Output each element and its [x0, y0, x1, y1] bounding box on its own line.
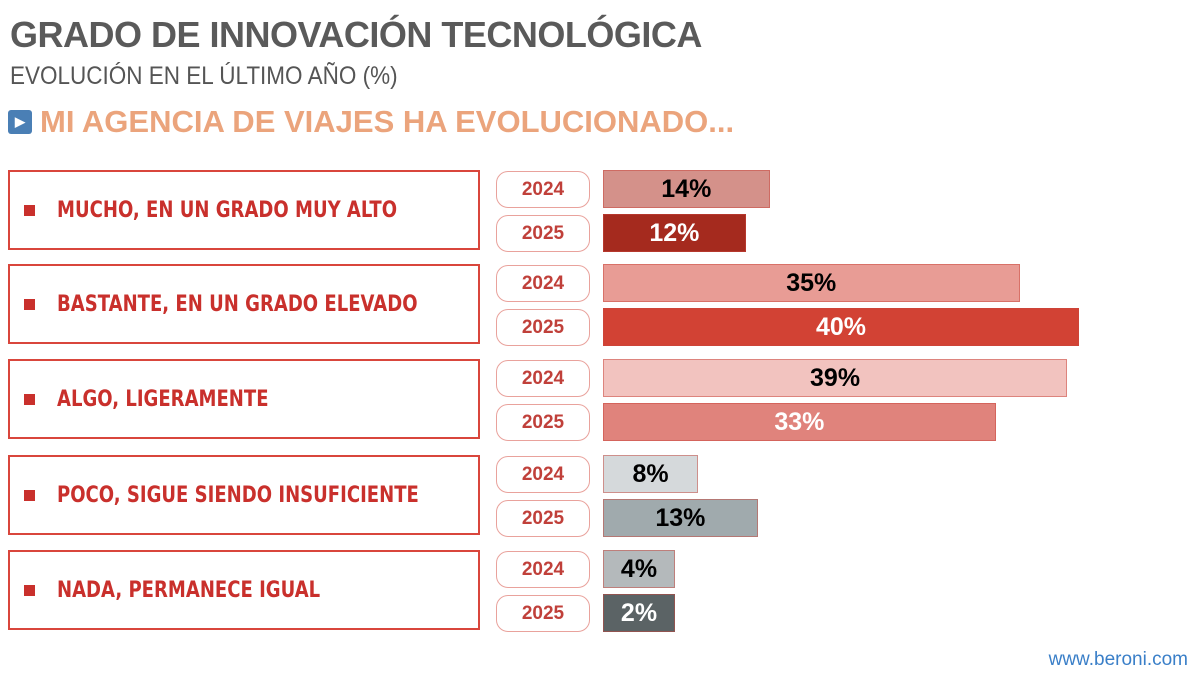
- year-label: 2024: [496, 360, 590, 397]
- category-label: POCO, SIGUE SIENDO INSUFICIENTE: [8, 455, 480, 535]
- data-label: 12%: [649, 218, 700, 247]
- play-icon: ▶: [8, 110, 32, 134]
- bullet-icon: [24, 204, 35, 216]
- category-label: MUCHO, EN UN GRADO MUY ALTO: [8, 170, 480, 250]
- year-label: 2025: [496, 404, 590, 441]
- year-label: 2025: [496, 500, 590, 537]
- bar-2025: 12%: [603, 214, 746, 252]
- data-label: 14%: [661, 174, 712, 203]
- category-text: POCO, SIGUE SIENDO INSUFICIENTE: [57, 482, 419, 508]
- bullet-icon: [24, 584, 35, 596]
- data-label: 33%: [774, 407, 825, 436]
- category-text: NADA, PERMANECE IGUAL: [57, 577, 321, 603]
- category-label: ALGO, LIGERAMENTE: [8, 359, 480, 439]
- category-text: ALGO, LIGERAMENTE: [57, 386, 269, 412]
- data-label: 40%: [815, 312, 867, 341]
- bar-2024: 4%: [603, 550, 675, 588]
- category-label: BASTANTE, EN UN GRADO ELEVADO: [8, 264, 480, 344]
- chart-subtitle: EVOLUCIÓN EN EL ÚLTIMO AÑO (%): [10, 62, 398, 90]
- year-label: 2024: [496, 551, 590, 588]
- footer-url[interactable]: www.beroni.com: [1048, 649, 1188, 670]
- year-label: 2025: [496, 309, 590, 346]
- year-label: 2024: [496, 171, 590, 208]
- bar-2024: 8%: [603, 455, 699, 493]
- bar-2025: 13%: [603, 499, 758, 537]
- bullet-icon: [24, 489, 35, 501]
- bar-2025: 40%: [603, 308, 1079, 346]
- year-label: 2024: [496, 265, 590, 302]
- question: ▶ MI AGENCIA DE VIAJES HA EVOLUCIONADO...: [8, 104, 734, 140]
- year-label: 2025: [496, 215, 590, 252]
- bullet-icon: [24, 298, 35, 310]
- bar-2025: 2%: [603, 594, 675, 632]
- question-text: MI AGENCIA DE VIAJES HA EVOLUCIONADO...: [40, 104, 735, 139]
- data-label: 4%: [620, 554, 658, 583]
- data-label: 35%: [786, 268, 837, 297]
- bullet-icon: [24, 393, 35, 405]
- category-label: NADA, PERMANECE IGUAL: [8, 550, 480, 630]
- data-label: 39%: [810, 363, 861, 392]
- year-label: 2025: [496, 595, 590, 632]
- category-text: MUCHO, EN UN GRADO MUY ALTO: [57, 197, 398, 223]
- category-text: BASTANTE, EN UN GRADO ELEVADO: [57, 291, 418, 317]
- data-label: 2%: [620, 598, 658, 627]
- chart-title: GRADO DE INNOVACIÓN TECNOLÓGICA: [10, 14, 702, 55]
- year-label: 2024: [496, 456, 590, 493]
- bar-2024: 39%: [603, 359, 1068, 397]
- bar-2024: 14%: [603, 170, 770, 208]
- bar-2025: 33%: [603, 403, 996, 441]
- data-label: 13%: [655, 503, 706, 532]
- data-label: 8%: [632, 459, 669, 488]
- bar-2024: 35%: [603, 264, 1020, 302]
